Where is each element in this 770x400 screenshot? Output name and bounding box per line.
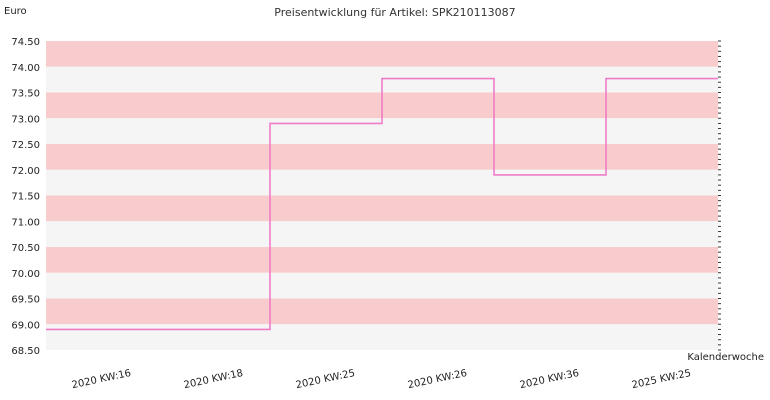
x-tick-label: 2020 KW:25 (295, 368, 356, 391)
y-tick-label: 73.00 (11, 114, 40, 125)
y-tick-label: 72.00 (11, 166, 40, 177)
y-tick-label: 70.50 (11, 243, 40, 254)
y-tick-label: 69.50 (11, 295, 40, 306)
x-tick-label: 2025 KW:25 (631, 368, 692, 391)
plot-band (46, 195, 718, 222)
x-axis-label: Kalenderwoche (687, 352, 764, 363)
x-tick-label: 2020 KW:16 (71, 368, 132, 391)
y-axis: 74.50 74.00 73.50 73.00 72.50 72.00 71.50 71.00… (11, 37, 40, 357)
x-axis: 2020 KW:16 2020 KW:18 2020 KW:25 2020 KW:26… (71, 368, 692, 391)
x-tick-label: 2020 KW:26 (407, 368, 468, 391)
y-tick-label: 69.00 (11, 320, 40, 331)
plot-band (46, 169, 718, 196)
plot-band (46, 298, 718, 325)
plot-band (46, 324, 718, 350)
y-tick-label: 74.00 (11, 63, 40, 74)
y-tick-label: 68.50 (11, 346, 40, 357)
y-axis-label: Euro (4, 6, 27, 17)
plot-band (46, 41, 718, 67)
price-step-line (46, 77, 718, 331)
plot-band (46, 221, 718, 247)
y-tick-label: 70.00 (11, 269, 40, 280)
y-tick-label: 74.50 (11, 37, 40, 48)
plot-band (46, 272, 718, 299)
plot-band (46, 247, 718, 273)
y-tick-label: 72.50 (11, 140, 40, 151)
chart-title: Preisentwicklung für Artikel: SPK2101130… (274, 6, 515, 19)
y-tick-label: 71.00 (11, 217, 40, 228)
x-tick-label: 2020 KW:36 (519, 368, 580, 391)
plot-band (46, 144, 718, 170)
x-tick-label: 2020 KW:18 (183, 368, 244, 391)
y-tick-label: 71.50 (11, 192, 40, 203)
right-minor-ticks (718, 40, 721, 351)
series-layer (46, 77, 718, 331)
y-tick-label: 73.50 (11, 89, 40, 100)
